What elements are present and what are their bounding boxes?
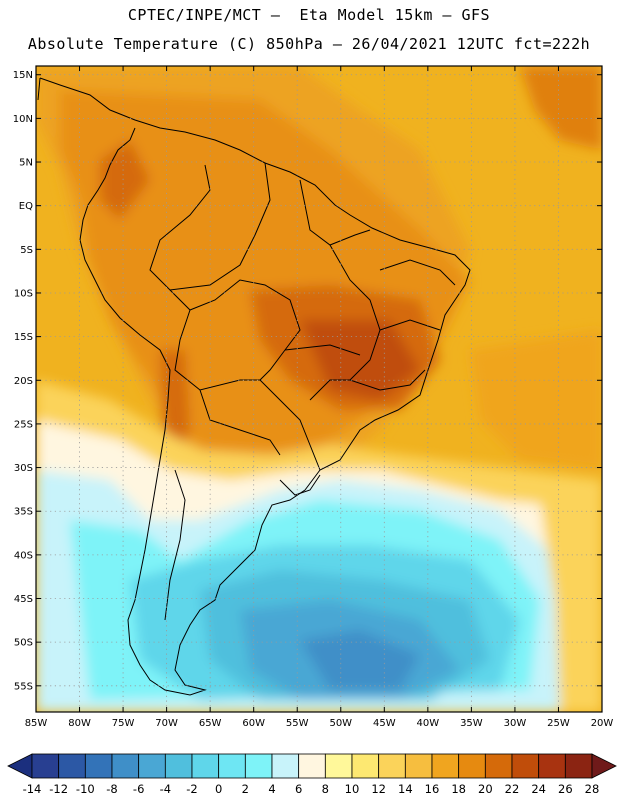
lat-label: 55S xyxy=(14,681,33,692)
lat-label: 40S xyxy=(14,550,33,561)
map-frame xyxy=(35,65,603,713)
coastlines xyxy=(37,77,471,696)
lat-label: 15N xyxy=(13,70,33,81)
colorbar-swatch xyxy=(271,753,300,779)
colorbar-label: 28 xyxy=(585,782,600,796)
lat-label: 5S xyxy=(20,245,33,256)
colorbar-label: -14 xyxy=(23,782,42,796)
lat-label: 15S xyxy=(14,332,33,343)
colorbar-swatch xyxy=(111,753,140,779)
lon-label: 45W xyxy=(373,718,396,729)
colorbar-label: 22 xyxy=(505,782,520,796)
lon-label: 60W xyxy=(242,718,265,729)
colorbar-swatch xyxy=(58,753,86,779)
colorbar-swatch xyxy=(431,753,460,779)
lon-label: 55W xyxy=(286,718,309,729)
lon-label: 65W xyxy=(199,718,222,729)
lat-label: EQ xyxy=(19,201,33,212)
colorbar xyxy=(7,753,617,779)
colorbar-label: 12 xyxy=(371,782,386,796)
colorbar-label: 14 xyxy=(398,782,413,796)
colorbar-label: 18 xyxy=(451,782,466,796)
colorbar-swatch xyxy=(324,753,353,779)
colorbar-label: -4 xyxy=(160,782,171,796)
lon-label: 30W xyxy=(504,718,527,729)
colorbar-swatch xyxy=(191,753,220,779)
lon-label: 40W xyxy=(417,718,440,729)
colorbar-swatch xyxy=(84,753,113,779)
colorbar-labels: -14 -12 -10 -8 -6 -4 -2 0 2 4 6 8 10 12 14 16 18 20 22 24 26… xyxy=(23,782,600,796)
lat-label: 45S xyxy=(14,594,33,605)
colorbar-label: 20 xyxy=(478,782,493,796)
colorbar-label: -12 xyxy=(49,782,68,796)
colorbar-swatch xyxy=(244,753,273,779)
colorbar-label: -10 xyxy=(76,782,95,796)
temperature-field xyxy=(36,66,602,712)
colorbar-label: 4 xyxy=(268,782,275,796)
lat-label: 50S xyxy=(14,638,33,649)
colorbar-label: 6 xyxy=(295,782,302,796)
chart-title: CPTEC/INPE/MCT – Eta Model 15km – GFS xyxy=(127,6,491,24)
lat-label: 10N xyxy=(13,114,33,125)
chart-subtitle: Absolute Temperature (C) 850hPa – 26/04/… xyxy=(27,35,591,53)
lon-label: 50W xyxy=(329,718,352,729)
lat-label: 30S xyxy=(14,463,33,474)
lat-label: 10S xyxy=(14,288,33,299)
colorbar-label: 10 xyxy=(345,782,360,796)
lon-label: 20W xyxy=(591,718,614,729)
colorbar-swatch xyxy=(298,753,326,779)
lat-label: 25S xyxy=(14,419,33,430)
lat-label: 5N xyxy=(19,158,33,169)
lon-label: 75W xyxy=(112,718,135,729)
latitude-labels: 15N 10N 5N EQ 5S 10S 15S 20S 25S 30S 35S 40S 45S 50S 5… xyxy=(13,70,33,692)
lon-label: 85W xyxy=(25,718,48,729)
colorbar-swatch xyxy=(138,753,166,779)
colorbar-swatch xyxy=(564,753,593,779)
colorbar-swatch xyxy=(218,753,246,779)
colorbar-swatch xyxy=(31,753,60,779)
colorbar-label: 16 xyxy=(425,782,440,796)
colorbar-swatch xyxy=(404,753,433,779)
lat-label: 35S xyxy=(14,507,33,518)
colorbar-max-arrow xyxy=(591,753,617,779)
lon-label: 25W xyxy=(547,718,570,729)
lon-label: 70W xyxy=(155,718,178,729)
colorbar-label: 26 xyxy=(558,782,573,796)
colorbar-label: -6 xyxy=(133,782,144,796)
colorbar-swatch xyxy=(484,753,513,779)
colorbar-label: 24 xyxy=(531,782,546,796)
colorbar-label: 8 xyxy=(322,782,329,796)
lon-label: 35W xyxy=(460,718,483,729)
colorbar-label: 2 xyxy=(242,782,249,796)
lat-label: 20S xyxy=(14,376,33,387)
colorbar-swatch xyxy=(458,753,486,779)
lon-label: 80W xyxy=(68,718,91,729)
colorbar-swatch xyxy=(538,753,566,779)
colorbar-min-arrow xyxy=(7,753,33,779)
colorbar-label: -2 xyxy=(186,782,197,796)
colorbar-swatch xyxy=(378,753,406,779)
colorbar-swatch xyxy=(511,753,540,779)
colorbar-label: -8 xyxy=(106,782,117,796)
colorbar-swatch xyxy=(164,753,193,779)
colorbar-swatch xyxy=(351,753,380,779)
colorbar-label: 0 xyxy=(215,782,222,796)
longitude-labels: 85W 80W 75W 70W 65W 60W 55W 50W 45W 40W 35W 30W 25W 2… xyxy=(25,718,614,729)
graticule xyxy=(35,66,603,712)
axis-ticks xyxy=(35,66,603,712)
